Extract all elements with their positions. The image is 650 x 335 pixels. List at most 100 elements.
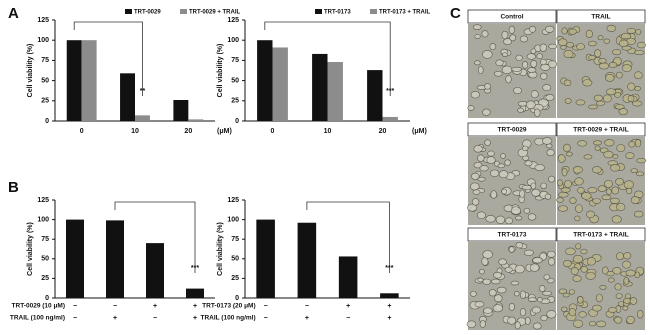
cell — [543, 274, 551, 281]
cell — [508, 25, 515, 35]
cell — [633, 210, 644, 218]
treatment-sign: − — [305, 303, 309, 310]
cell — [614, 283, 622, 291]
cell — [594, 145, 601, 151]
cell — [479, 320, 486, 328]
cell — [570, 267, 579, 276]
cell — [634, 86, 641, 92]
y-tick-label: 50 — [231, 77, 239, 84]
treatment-sign: + — [113, 315, 117, 322]
cell — [594, 49, 602, 58]
cell — [592, 304, 602, 312]
cell — [585, 271, 596, 280]
cell — [563, 79, 572, 87]
cell — [625, 269, 636, 277]
cell — [548, 257, 555, 266]
treatment-sign: − — [264, 303, 268, 310]
cell — [634, 139, 642, 148]
cell — [588, 55, 596, 61]
significance-annotation: *** — [385, 265, 393, 272]
cell — [556, 197, 564, 203]
cells — [556, 138, 647, 224]
cell — [572, 275, 582, 282]
bar — [120, 73, 135, 121]
cell — [467, 105, 475, 111]
cells — [467, 137, 556, 225]
cell — [544, 25, 555, 33]
micrograph-label: TRT-0173 — [498, 232, 527, 239]
legend-swatch — [370, 9, 377, 14]
cell — [558, 38, 568, 47]
bar — [146, 243, 164, 298]
cell — [485, 215, 496, 223]
cell — [532, 257, 543, 264]
x-axis-label: (μM) — [217, 128, 232, 135]
cell — [473, 161, 483, 169]
cell — [489, 169, 500, 177]
cell — [544, 193, 552, 200]
cell — [586, 210, 595, 219]
cell — [498, 258, 507, 266]
cell — [540, 314, 548, 322]
cell — [477, 154, 485, 162]
cell — [513, 86, 522, 95]
micrograph-label-box — [467, 9, 557, 24]
cell — [529, 25, 537, 33]
x-tick-label: 20 — [184, 128, 192, 135]
cell — [558, 288, 568, 294]
legend-label: TRT-0173 + TRAIL — [379, 10, 431, 16]
cell — [612, 49, 622, 56]
cell — [566, 42, 574, 48]
cell — [564, 179, 572, 189]
cell — [569, 197, 577, 204]
micrograph-label-box — [556, 122, 646, 137]
treatment-label: TRAIL (100 ng/ml) — [10, 315, 65, 322]
cell — [603, 179, 613, 188]
cell — [490, 190, 497, 199]
cell — [574, 177, 584, 186]
micrograph-label: TRAIL — [591, 14, 610, 21]
cell — [510, 280, 520, 286]
cell — [588, 40, 597, 47]
y-axis-label: Cell viability (%) — [27, 44, 34, 98]
cell — [540, 182, 547, 189]
cell — [505, 217, 513, 225]
cell — [523, 249, 534, 256]
cell — [603, 150, 614, 159]
cell — [526, 53, 536, 60]
cell — [627, 95, 635, 103]
cell — [630, 196, 640, 204]
cell — [592, 166, 602, 174]
cell — [623, 297, 632, 304]
micrograph-label-box — [556, 227, 646, 242]
cell — [635, 29, 642, 35]
cell — [611, 186, 620, 195]
cell — [630, 168, 639, 174]
cell — [524, 160, 533, 167]
cell — [501, 65, 513, 75]
cell — [546, 149, 555, 157]
cell — [542, 290, 553, 296]
cell — [539, 43, 548, 52]
cell — [635, 171, 645, 177]
cell — [537, 297, 543, 303]
cell — [488, 289, 497, 297]
y-tick-label: 75 — [231, 57, 239, 64]
cell — [523, 207, 531, 214]
cell — [598, 57, 607, 64]
cell — [626, 27, 637, 34]
cell — [498, 170, 509, 179]
bar — [173, 99, 189, 121]
cell — [482, 108, 491, 116]
treatment-sign: + — [193, 303, 197, 310]
cell — [466, 320, 477, 328]
cell — [568, 28, 577, 35]
cell — [532, 322, 542, 330]
cell — [527, 297, 538, 302]
cell — [484, 83, 491, 90]
cell — [487, 150, 495, 157]
cells — [558, 243, 645, 328]
y-tick-label: 25 — [231, 98, 239, 105]
cell — [541, 137, 553, 145]
y-tick-label: 100 — [37, 216, 49, 223]
